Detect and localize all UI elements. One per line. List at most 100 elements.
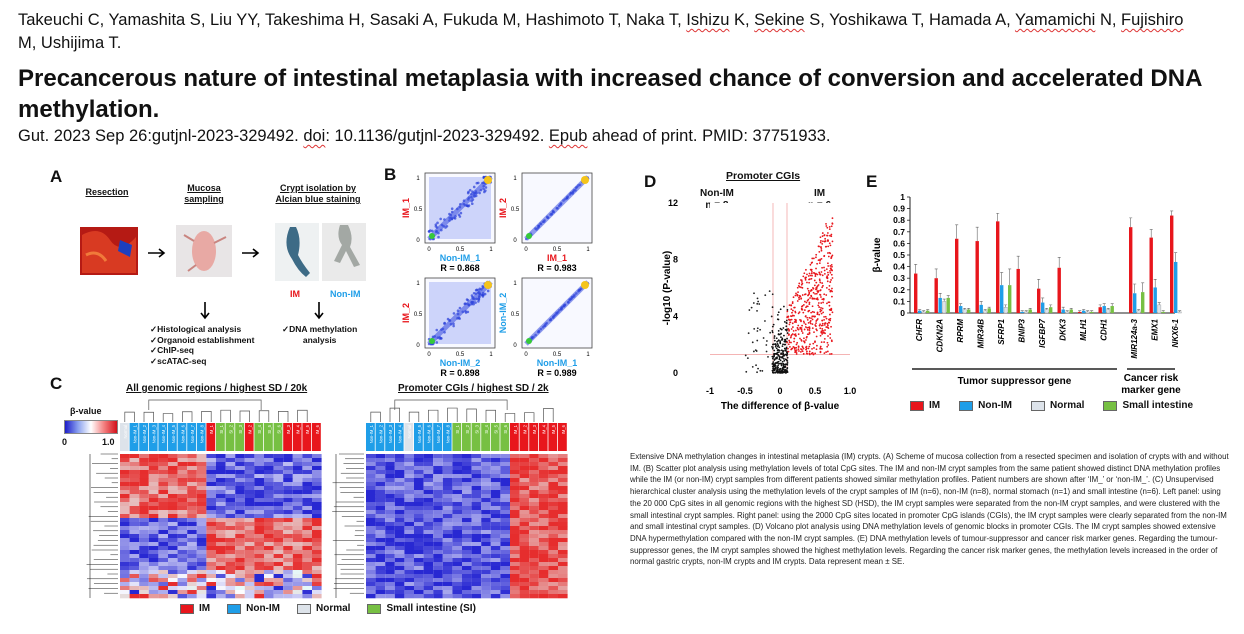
heatmap-cell [235, 582, 245, 587]
volcano-point [773, 365, 776, 368]
heatmap-cell [244, 574, 255, 579]
volcano-point [779, 359, 782, 362]
heatmap-cell [129, 558, 140, 563]
volcano-point [827, 344, 830, 346]
volcano-point [753, 292, 755, 295]
heatmap-cell [196, 538, 207, 543]
volcano-point [785, 346, 788, 349]
analysis-item: analysis [302, 334, 337, 345]
heatmap-cell [187, 482, 197, 487]
hotspot [429, 338, 435, 344]
volcano-point [828, 225, 831, 228]
heatmap-cell [283, 462, 293, 467]
heatmap-cell [254, 458, 264, 463]
error-bar [926, 309, 930, 311]
heatmap-cell [264, 570, 274, 575]
sample-tile [158, 423, 168, 451]
heatmap-cell [385, 530, 395, 535]
error-bar [983, 309, 987, 311]
volcano-point [818, 279, 821, 282]
error-bar [1069, 308, 1073, 310]
heatmap-cell [558, 502, 568, 507]
heatmap-cell [519, 534, 530, 539]
volcano-point [778, 356, 781, 359]
heatmap-cell [481, 498, 491, 503]
heatmap-cell [283, 542, 293, 547]
paper-title: Precancerous nature of intestinal metapl… [18, 65, 1202, 123]
heatmap-cell [292, 506, 303, 511]
heatmap-cell [312, 498, 322, 503]
heatmaps: Normal Non-IM_1 Non-IM_2 Non-IM_3 Non-IM_4 No… [86, 399, 568, 599]
heatmap-cell [519, 470, 530, 475]
heatmap-cell [168, 558, 178, 563]
scatter-point [452, 324, 455, 328]
heatmap-cell [442, 498, 453, 503]
heatmap-cell [225, 522, 236, 527]
heatmap-cell [196, 486, 207, 491]
heatmap-cell [490, 582, 501, 587]
heatmap-cell [148, 510, 159, 515]
heatmap-cell [414, 482, 424, 487]
heatmap-cell [292, 538, 303, 543]
volcano-point [773, 355, 775, 358]
heatmap-cell [158, 534, 168, 539]
heatmap-cell [158, 538, 168, 543]
heatmap-cell [168, 474, 178, 479]
heatmap-cell [244, 486, 255, 491]
sample-label: SI_3 [238, 424, 243, 433]
bar [1129, 227, 1133, 313]
volcano-point [753, 327, 756, 330]
heatmap-cell [510, 574, 520, 579]
heatmap-cell [471, 478, 482, 483]
volcano-point [790, 348, 793, 351]
heatmap-cell [225, 562, 236, 567]
heatmap-cell [216, 558, 226, 563]
heatmap-cell [273, 554, 284, 559]
heatmap-cell [490, 470, 501, 475]
volcano-point [805, 335, 808, 338]
heatmap-cell [519, 494, 530, 499]
heatmap-cell [254, 590, 264, 595]
volcano-point [813, 297, 816, 300]
heatmap-cell [510, 570, 520, 575]
volcano-point [830, 352, 833, 355]
heatmap-cell [452, 458, 462, 463]
heatmap-cell [196, 566, 207, 571]
heatmap-cell [375, 454, 386, 459]
heatmap-cell [481, 510, 491, 515]
heatmap-cell [177, 498, 188, 503]
heatmap-cell [254, 518, 264, 523]
heatmap-cell [433, 538, 443, 543]
heatmap-cell [225, 558, 236, 563]
heatmap-cell [196, 582, 207, 587]
heatmap-cell [206, 514, 216, 519]
heatmap-cell [548, 502, 558, 507]
heatmap-cell [312, 478, 322, 483]
heatmap-cell [529, 590, 539, 595]
volcano-point [786, 354, 788, 357]
heatmap-cell [490, 522, 501, 527]
category-label: IGFBP7 [1038, 318, 1047, 347]
volcano-point [756, 330, 759, 332]
volcano-point [810, 295, 813, 298]
bar [946, 297, 950, 313]
heatmap-cell [139, 546, 149, 551]
heatmap-cell [283, 470, 293, 475]
error-bar [1170, 210, 1174, 216]
sample-label: Non-IM_2 [378, 424, 383, 443]
heatmap-cell [481, 506, 491, 511]
volcano-point [829, 337, 832, 339]
volcano-point [785, 370, 787, 372]
heatmap-cell [139, 458, 149, 463]
heatmap-cell [385, 506, 395, 511]
volcano-point [825, 268, 828, 270]
heatmap-cell [404, 470, 414, 475]
legend-label: IM [929, 400, 941, 411]
heatmap-cell [548, 458, 558, 463]
volcano-point [821, 348, 823, 350]
volcano-point [794, 350, 797, 353]
volcano-point [808, 281, 811, 284]
heatmap-cell [129, 454, 140, 459]
heatmap-cell [120, 454, 130, 459]
volcano-point [804, 277, 807, 280]
